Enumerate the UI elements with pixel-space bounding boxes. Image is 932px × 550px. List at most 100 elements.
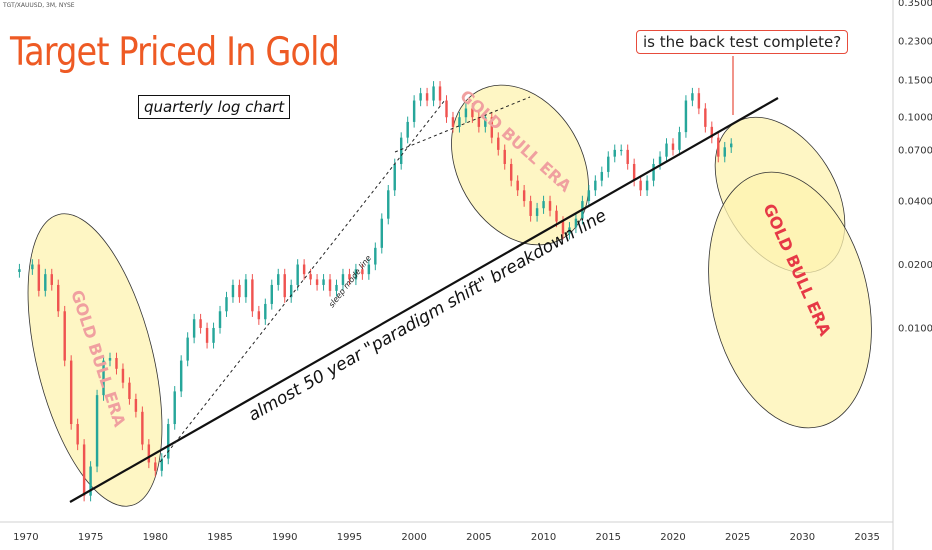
candle <box>490 117 494 138</box>
candle <box>516 180 519 191</box>
candle <box>704 108 707 127</box>
candle <box>89 466 92 496</box>
candle <box>548 201 552 211</box>
candle <box>257 311 261 320</box>
candle <box>199 319 202 328</box>
candle <box>179 360 183 392</box>
candle <box>102 360 105 396</box>
candle <box>710 126 714 138</box>
candle <box>322 279 325 285</box>
trend-lines <box>69 56 779 503</box>
candle <box>432 86 435 101</box>
candle <box>37 264 41 291</box>
candle <box>451 117 455 127</box>
candle <box>154 462 157 471</box>
candle <box>425 93 429 101</box>
candle <box>658 156 662 164</box>
candle <box>296 264 299 285</box>
candle <box>412 100 416 122</box>
candle <box>561 221 565 234</box>
era-ellipse-1 <box>27 213 163 507</box>
candle <box>309 274 312 280</box>
x-tick-label: 1990 <box>272 532 297 543</box>
candle <box>503 149 506 164</box>
candle <box>354 269 358 280</box>
x-tick-label: 2015 <box>596 532 621 543</box>
candle <box>393 163 396 191</box>
candle <box>225 297 228 312</box>
candle <box>458 117 461 127</box>
candle <box>128 382 131 400</box>
candle <box>484 117 487 127</box>
candle <box>697 93 701 109</box>
sleep-mode-label: sleep mode line <box>327 254 373 310</box>
candle <box>607 156 610 172</box>
x-tick-label: 1985 <box>207 532 232 543</box>
candle <box>63 311 66 361</box>
candle <box>212 327 215 343</box>
callout-box: is the back test complete? <box>636 30 849 54</box>
candle <box>406 121 409 138</box>
candle <box>302 264 306 275</box>
x-tick-label: 2035 <box>854 532 879 543</box>
candle <box>471 108 474 118</box>
trendline-label: almost 50 year "paradigm shift" breakdow… <box>245 206 610 426</box>
candle <box>95 395 99 467</box>
candle <box>244 279 248 298</box>
candle <box>361 269 364 275</box>
candle <box>632 163 636 181</box>
candle <box>574 218 578 228</box>
candle <box>684 100 688 133</box>
candle <box>594 180 597 191</box>
candle <box>639 180 642 191</box>
x-axis: 1970 1975 1980 1985 1990 1995 2000 2005 2010 2015… <box>0 521 893 543</box>
candle <box>173 391 176 425</box>
candle <box>121 368 125 383</box>
y-tick-label: 0.0700 <box>898 145 932 156</box>
candle <box>626 149 629 164</box>
candle <box>69 360 73 425</box>
candle <box>678 132 681 150</box>
symbol-label: TGT/XAUUSD, 3M, NYSE <box>3 2 75 9</box>
y-tick-label: 0.0400 <box>898 197 932 208</box>
candle <box>380 218 384 248</box>
candle <box>477 117 481 127</box>
candle <box>283 274 286 298</box>
candle <box>251 279 254 312</box>
y-tick-label: 0.2300 <box>898 37 932 48</box>
candle <box>438 86 442 101</box>
candle <box>270 284 274 304</box>
chart-title: Target Priced In Gold <box>10 30 340 75</box>
x-tick-label: 1980 <box>143 532 168 543</box>
upper-dashed-line <box>394 96 531 153</box>
candle <box>192 319 196 338</box>
candle <box>555 210 558 222</box>
candle <box>335 284 338 291</box>
candle <box>277 274 280 285</box>
candle <box>645 180 649 191</box>
candle <box>399 137 403 164</box>
x-tick-label: 2020 <box>660 532 685 543</box>
candle <box>50 274 53 285</box>
candle <box>717 137 720 157</box>
candle <box>141 411 144 445</box>
candle <box>529 201 532 216</box>
x-tick-label: 2005 <box>466 532 491 543</box>
candle <box>186 337 189 361</box>
x-tick-label: 2025 <box>725 532 750 543</box>
candle <box>619 149 623 152</box>
candle <box>238 284 241 298</box>
candle <box>289 284 293 298</box>
candle <box>613 149 616 157</box>
candle <box>167 424 170 459</box>
candle <box>587 190 591 202</box>
candle <box>328 279 332 291</box>
era-ellipse-4 <box>708 171 872 429</box>
candle <box>419 93 422 101</box>
candle <box>691 93 694 101</box>
candle <box>315 279 319 285</box>
candle <box>671 143 675 150</box>
candle <box>600 171 604 181</box>
candle <box>76 424 79 445</box>
